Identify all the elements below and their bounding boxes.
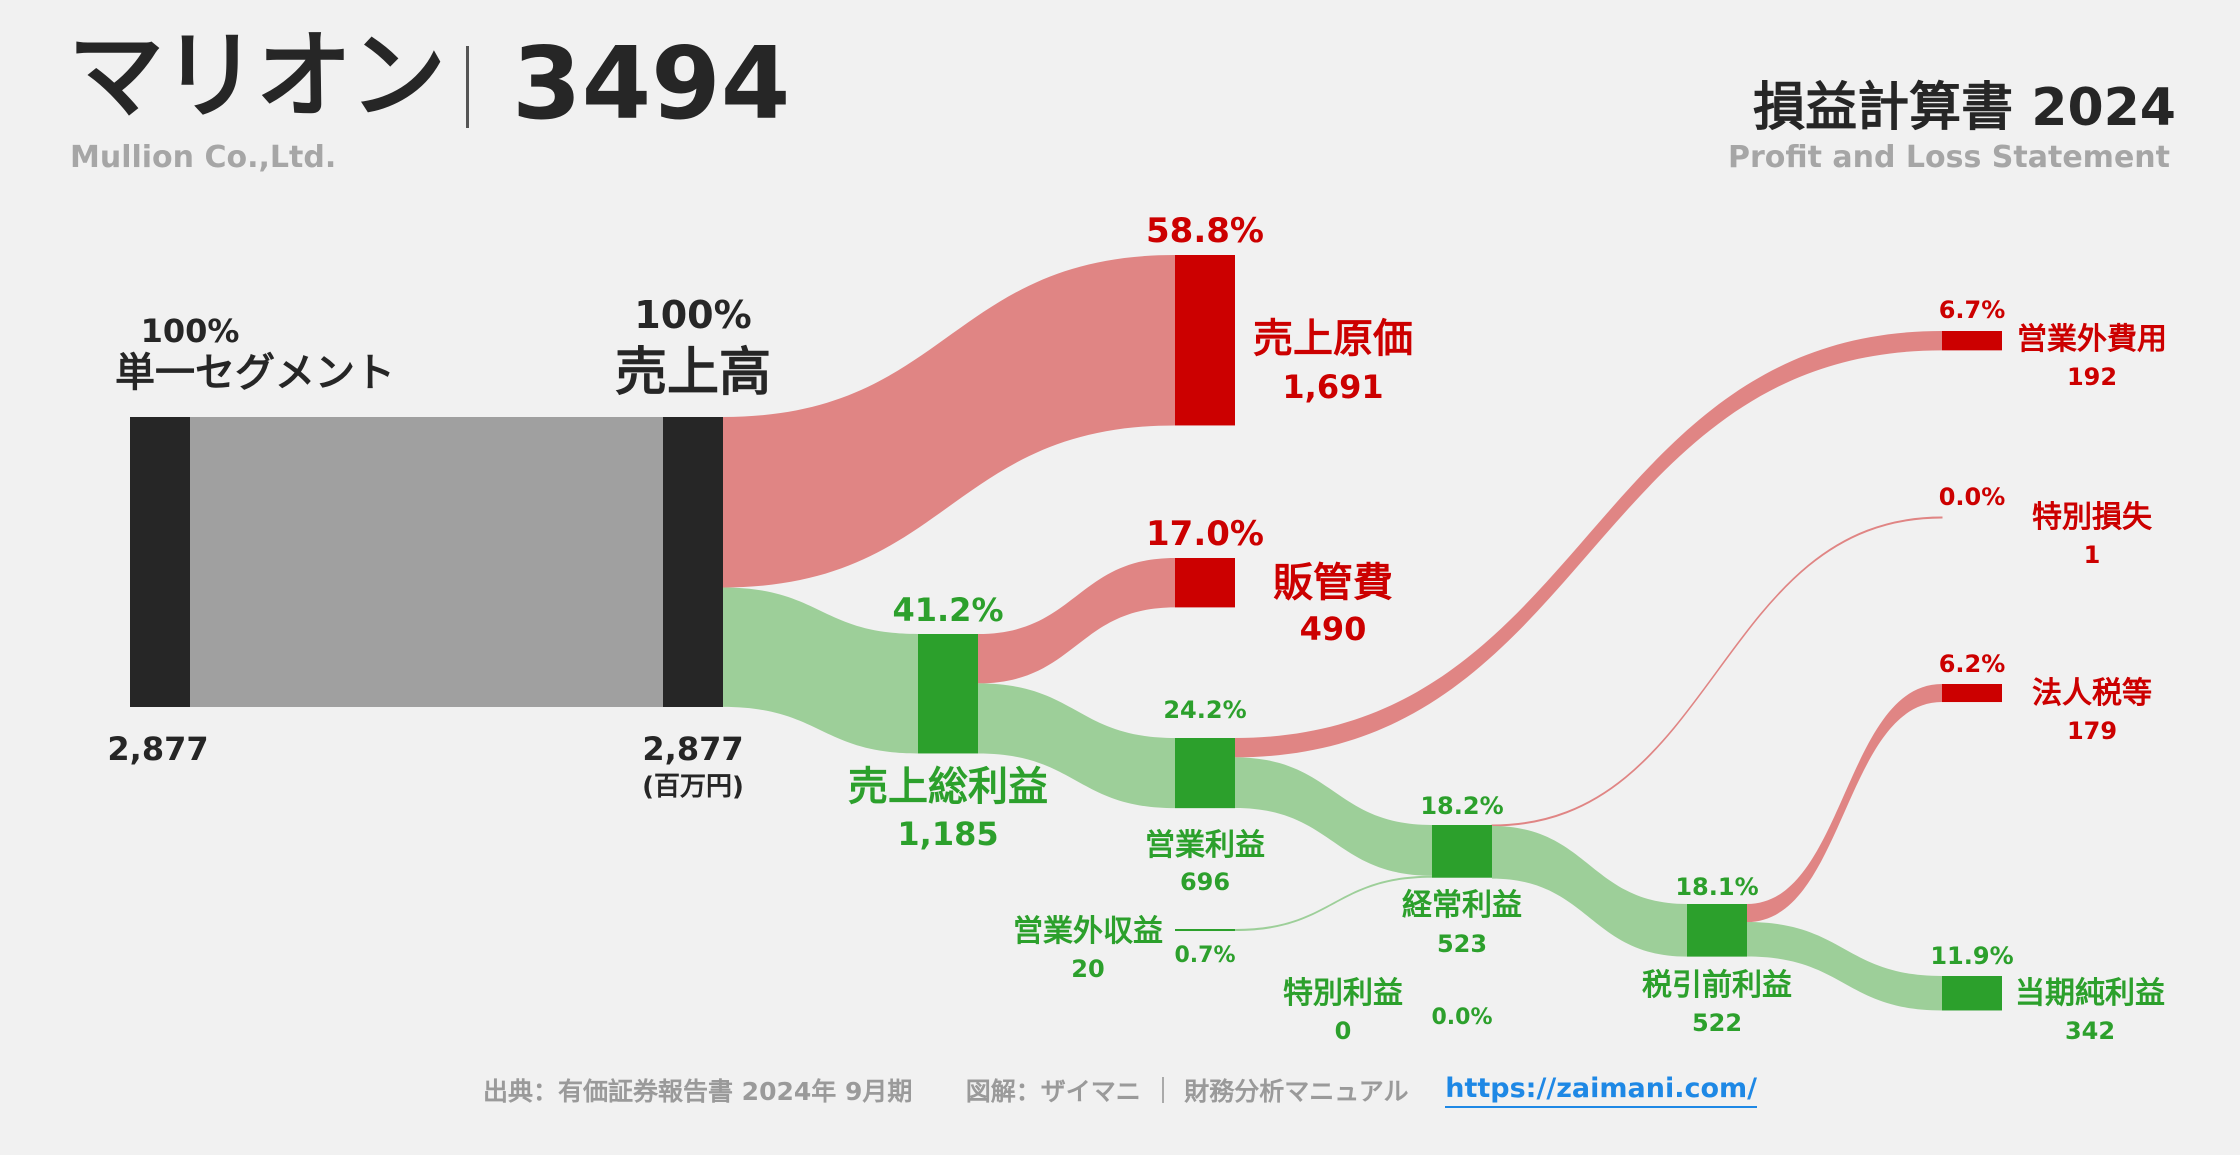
link-non_op_income-to-ordinary_profit [1235, 875, 1432, 932]
revenue-pct: 100% [634, 293, 751, 337]
link-pretax_profit-to-income_tax [1747, 684, 1942, 923]
ordinary-profit-pct: 18.2% [1420, 792, 1503, 820]
non-op-expense-value: 192 [2067, 363, 2117, 391]
extraordinary-loss-label: 特別損失 [2032, 500, 2153, 535]
link-pretax_profit-to-net_income [1747, 922, 1942, 1011]
segment-value: 2,877 [107, 730, 208, 768]
cogs-value: 1,691 [1282, 368, 1383, 406]
non-op-income-label: 営業外収益 [1013, 914, 1163, 949]
link-operating_profit-to-ordinary_profit [1235, 757, 1432, 876]
sankey-labels: 100%単一セグメント2,877100%売上高2,877(百万円)58.8%売上… [107, 211, 2167, 1045]
node-cogs [1175, 255, 1235, 426]
footer: 出典：有価証券報告書 2024年 9月期 図解：ザイマニ 財務分析マニュアル h… [0, 1072, 2240, 1108]
sga-pct: 17.0% [1146, 514, 1264, 554]
node-segment [130, 417, 190, 707]
income-tax-label: 法人税等 [2032, 676, 2152, 711]
net-income-value: 342 [2065, 1017, 2115, 1045]
node-pretax_profit [1687, 904, 1747, 957]
segment-label: 単一セグメント [115, 350, 395, 396]
extraordinary-income-label: 特別利益 [1283, 976, 1403, 1011]
link-gross_profit-to-sga [978, 558, 1175, 684]
node-non_op_income [1175, 929, 1235, 932]
operating-profit-label: 営業利益 [1145, 828, 1265, 863]
node-revenue [663, 417, 723, 707]
extraordinary-loss-value: 1 [2084, 541, 2101, 569]
link-gross_profit-to-operating_profit [978, 683, 1175, 809]
company-name-en: Mullion Co.,Ltd. [70, 140, 337, 175]
sga-label: 販管費 [1273, 560, 1393, 606]
node-ordinary_profit [1432, 825, 1492, 878]
node-non_op_expense [1942, 331, 2002, 351]
company-name: マリオン [68, 20, 446, 132]
header: マリオン 3494 Mullion Co.,Ltd. 損益計算書 2024 Pr… [0, 0, 2240, 190]
non-op-income-pct: 0.7% [1174, 943, 1235, 968]
revenue-label: 売上高 [615, 343, 771, 403]
sankey-links [190, 255, 1943, 1011]
statement-title-en: Profit and Loss Statement [1727, 140, 2170, 175]
source-note: 出典：有価証券報告書 2024年 9月期 [482, 1077, 913, 1106]
site-name: 財務分析マニュアル [1184, 1077, 1409, 1106]
operating-profit-pct: 24.2% [1163, 696, 1246, 724]
title-divider [466, 46, 469, 128]
link-segment-to-revenue [190, 417, 663, 707]
operating-profit-value: 696 [1180, 868, 1230, 896]
extraordinary-income-pct: 0.0% [1431, 1005, 1492, 1030]
credit-note: 図解：ザイマニ [965, 1077, 1141, 1106]
segment-pct: 100% [141, 312, 240, 350]
cogs-pct: 58.8% [1146, 211, 1264, 251]
net-income-label: 当期純利益 [2015, 976, 2165, 1011]
node-income_tax [1942, 684, 2002, 703]
extraordinary-income-value: 0 [1335, 1017, 1352, 1045]
income-tax-value: 179 [2067, 717, 2117, 745]
link-ordinary_profit-to-pretax_profit [1492, 826, 1687, 957]
revenue-value: 2,877 [642, 730, 743, 768]
link-revenue-to-cogs [723, 255, 1175, 588]
site-link[interactable]: https://zaimani.com/ [1445, 1073, 1758, 1108]
link-ordinary_profit-to-extraordinary_loss [1491, 516, 1943, 827]
ordinary-profit-label: 経常利益 [1402, 888, 1522, 923]
pretax-profit-label: 税引前利益 [1642, 968, 1792, 1003]
sga-value: 490 [1300, 610, 1367, 648]
footer-divider [1161, 1077, 1164, 1103]
pretax-profit-value: 522 [1692, 1009, 1742, 1037]
gross-profit-label: 売上総利益 [848, 764, 1048, 810]
pretax-profit-pct: 18.1% [1675, 873, 1758, 901]
income-tax-pct: 6.2% [1939, 650, 2006, 678]
node-gross_profit [918, 634, 978, 754]
link-operating_profit-to-non_op_expense [1235, 331, 1942, 758]
node-net_income [1942, 976, 2002, 1011]
ticker-code: 3494 [512, 25, 791, 142]
non-op-expense-label: 営業外費用 [2017, 322, 2167, 357]
node-sga [1175, 558, 1235, 608]
non-op-expense-pct: 6.7% [1939, 296, 2006, 324]
unit-label: (百万円) [642, 772, 744, 802]
gross-profit-value: 1,185 [897, 815, 998, 853]
extraordinary-loss-pct: 0.0% [1939, 483, 2006, 511]
non-op-income-value: 20 [1071, 955, 1104, 983]
ordinary-profit-value: 523 [1437, 930, 1487, 958]
node-operating_profit [1175, 738, 1235, 809]
link-revenue-to-gross_profit [723, 587, 918, 754]
gross-profit-pct: 41.2% [892, 591, 1003, 629]
sankey-nodes [130, 255, 2002, 1011]
cogs-label: 売上原価 [1253, 316, 1413, 362]
net-income-pct: 11.9% [1930, 942, 2013, 970]
statement-title: 損益計算書 2024 [1753, 78, 2176, 138]
